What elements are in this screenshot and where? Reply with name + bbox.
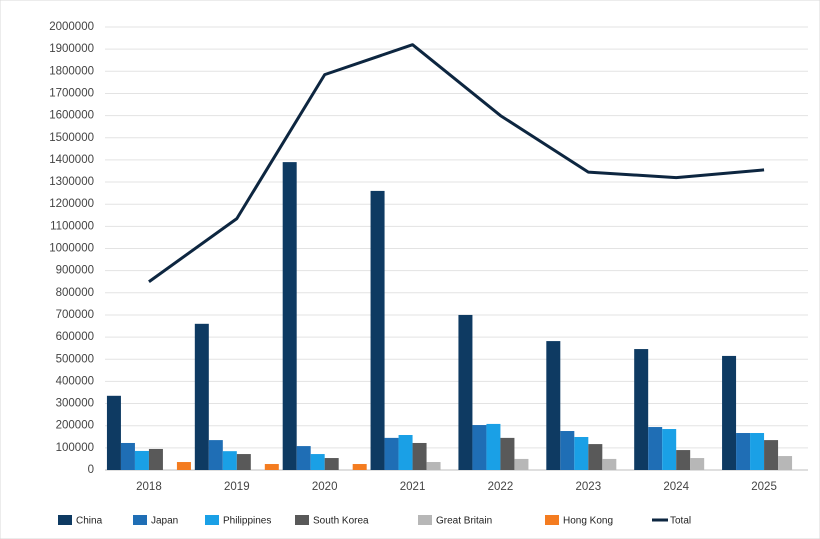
- y-tick-label: 500000: [56, 353, 94, 365]
- legend-swatch: [133, 515, 147, 525]
- legend-label: Hong Kong: [563, 516, 613, 527]
- bar: [736, 433, 751, 470]
- bar: [208, 440, 223, 470]
- y-tick-label: 400000: [56, 375, 94, 387]
- bar: [148, 448, 163, 470]
- bar: [282, 162, 297, 471]
- y-tick-label: 1000000: [49, 243, 94, 255]
- y-tick-label: 1500000: [49, 132, 94, 144]
- y-tick-label: 900000: [56, 265, 94, 277]
- legend-label: Japan: [151, 516, 178, 527]
- bar: [722, 355, 737, 470]
- bar: [648, 427, 663, 470]
- y-tick-label: 1700000: [49, 87, 94, 99]
- bar: [486, 423, 501, 470]
- legend-swatch: [545, 515, 559, 525]
- bar: [310, 454, 325, 470]
- bar: [106, 395, 121, 470]
- y-tick-label: 1100000: [50, 220, 94, 232]
- y-tick-label: 0: [88, 464, 94, 476]
- x-tick-label: 2023: [576, 481, 602, 493]
- bar: [514, 458, 529, 470]
- x-tick-label: 2022: [488, 481, 514, 493]
- y-tick-label: 300000: [56, 398, 94, 410]
- legend-swatch: [58, 515, 72, 525]
- bar: [574, 436, 589, 470]
- bar: [384, 437, 399, 470]
- bar: [426, 462, 441, 470]
- bar: [176, 462, 191, 470]
- legend-label: Total: [670, 516, 691, 527]
- bar: [546, 341, 561, 470]
- bar: [764, 440, 779, 470]
- y-tick-label: 1800000: [49, 65, 94, 77]
- y-tick-label: 800000: [56, 287, 94, 299]
- bar: [458, 314, 473, 470]
- bar: [398, 435, 413, 470]
- bar: [324, 458, 339, 470]
- legend-label: Great Britain: [436, 516, 492, 527]
- bar: [778, 456, 793, 470]
- y-tick-label: 1300000: [49, 176, 94, 188]
- bar: [134, 450, 149, 470]
- bar: [264, 464, 279, 470]
- x-tick-label: 2024: [663, 481, 689, 493]
- legend-swatch: [418, 515, 432, 525]
- x-tick-label: 2018: [136, 481, 162, 493]
- y-tick-label: 1900000: [49, 43, 94, 55]
- y-tick-label: 600000: [56, 331, 94, 343]
- bar: [750, 433, 765, 470]
- y-tick-label: 1400000: [49, 154, 94, 166]
- bar: [120, 442, 135, 470]
- bar: [236, 454, 251, 470]
- y-tick-label: 2000000: [49, 21, 94, 33]
- x-tick-label: 2019: [224, 481, 250, 493]
- bar: [352, 464, 367, 470]
- bar: [222, 451, 237, 470]
- y-tick-label: 1200000: [49, 198, 94, 210]
- bar: [676, 450, 691, 470]
- bar: [602, 458, 617, 470]
- line: [148, 43, 765, 283]
- legend-swatch: [205, 515, 219, 525]
- y-tick-label: 1600000: [49, 110, 94, 122]
- y-tick-label: 700000: [56, 309, 94, 321]
- x-tick-label: 2021: [400, 481, 426, 493]
- x-tick-label: 2025: [751, 481, 777, 493]
- bar: [500, 437, 515, 470]
- bar: [194, 323, 209, 470]
- y-tick-label: 200000: [56, 420, 94, 432]
- bar: [588, 444, 603, 470]
- bar: [296, 446, 311, 470]
- x-tick-label: 2020: [312, 481, 338, 493]
- legend-swatch: [295, 515, 309, 525]
- bar: [412, 442, 427, 470]
- bar: [634, 349, 649, 470]
- bar: [662, 429, 677, 470]
- legend-label: South Korea: [313, 516, 369, 527]
- legend-label: Philippines: [223, 516, 271, 527]
- bar: [472, 425, 487, 470]
- legend-label: China: [76, 516, 103, 527]
- y-tick-label: 100000: [56, 442, 94, 454]
- bar: [560, 431, 575, 470]
- bar: [690, 458, 705, 470]
- bar: [370, 190, 385, 470]
